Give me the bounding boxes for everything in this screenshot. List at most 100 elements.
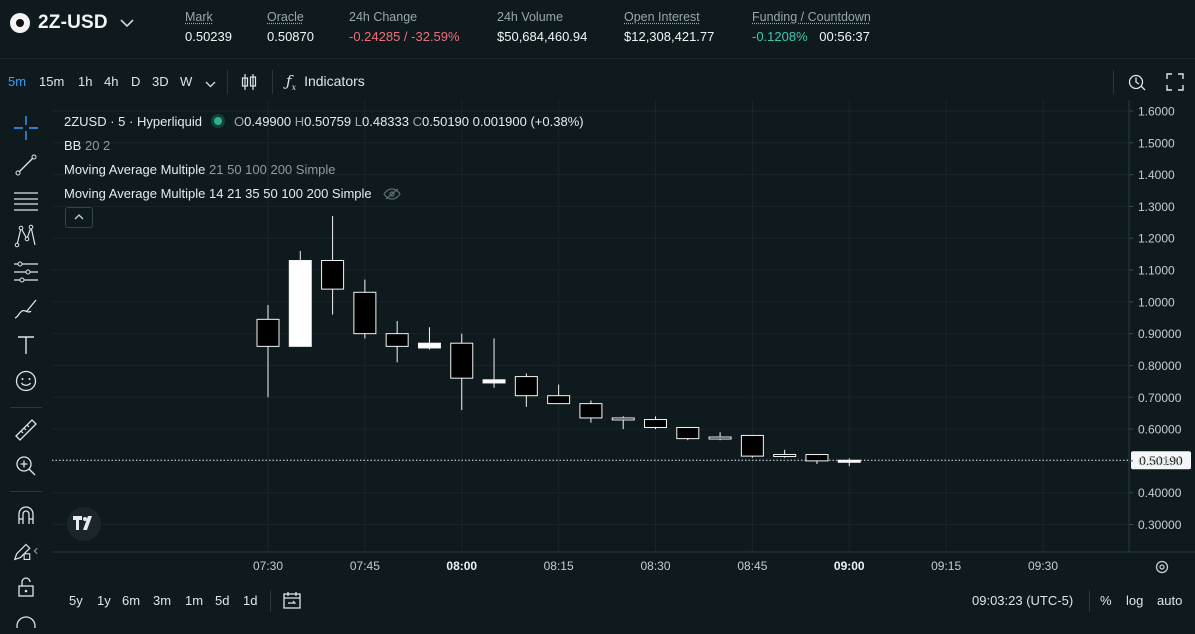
text-tool-icon[interactable] [12,332,40,358]
lock-icon[interactable] [12,574,40,600]
collapse-legend-button[interactable] [65,207,93,228]
last-price-line: 0.50190 [52,451,1191,470]
time-tick-label: 09:30 [1028,559,1058,573]
indicators-label: Indicators [304,73,365,89]
last-price-badge [1131,451,1191,470]
lock-drawings-edit-icon[interactable] [12,538,40,564]
range-6m[interactable]: 6m [122,593,141,608]
date-range-calendar-icon[interactable] [282,590,302,613]
stat-label[interactable]: Funding / Countdown [752,10,871,24]
stat-24h-volume: 24h Volume $50,684,460.94 [497,9,587,44]
timeframe-4h[interactable]: 4h [104,74,119,89]
tools-divider [10,407,42,408]
price-tick-label: 0.60000 [1138,423,1182,437]
indicator-name: Moving Average Multiple [64,162,206,177]
chevron-up-icon [74,214,84,220]
legend-symbol[interactable]: 2ZUSD · 5 · Hyperliquid [64,114,202,129]
range-5y[interactable]: 5y [69,593,83,608]
trend-line-icon[interactable] [12,152,40,178]
range-1d[interactable]: 1d [243,593,258,608]
candle-body [514,376,538,397]
timeframe-5m[interactable]: 5m [8,74,27,89]
candlestick-type-icon[interactable] [240,73,258,94]
candle [547,384,571,405]
axis-settings-gear-icon[interactable] [1155,560,1169,574]
time-tick-label: 07:30 [253,559,283,573]
candle-body [482,379,506,384]
market-name: 2Z-USD [38,12,108,33]
tradingview-logo[interactable] [67,507,101,541]
legend-bb[interactable]: BB 20 2 [64,138,110,153]
market-selector[interactable]: 2Z-USD [10,12,134,34]
tools-divider [10,491,42,492]
price-axis: 1.6000 1.5000 1.4000 1.3000 1.2000 1.1000 1.00… [1128,100,1182,552]
range-1m[interactable]: 1m [185,593,204,608]
candle [450,333,474,410]
chart-clock[interactable]: 09:03:23 (UTC-5) [972,593,1074,608]
eye-hidden-icon[interactable] [383,188,401,203]
stat-label[interactable]: Mark [185,10,213,24]
magnet-icon[interactable] [12,502,40,528]
stat-funding-countdown: Funding / Countdown -0.1208% 00:56:37 [752,9,871,44]
drawing-tools-sidebar [0,103,52,628]
timeframe-dropdown-chevron-icon[interactable] [205,75,216,91]
timeframe-w[interactable]: W [180,74,193,89]
timeframe-3d[interactable]: 3D [152,74,169,89]
toolbar-divider [272,70,273,94]
candle [805,454,829,465]
stat-value: 0.50870 [267,29,314,44]
candle [482,338,506,388]
indicators-button[interactable]: ƒx Indicators [286,72,365,92]
time-tick-label: 07:45 [350,559,380,573]
fibonacci-tool-icon[interactable] [12,259,40,285]
legend-ma-1[interactable]: Moving Average Multiple 21 50 100 200 Si… [64,162,336,177]
emoji-tool-icon[interactable] [12,368,40,394]
gear-hub [1159,564,1165,570]
price-tick-label: 1.2000 [1138,232,1175,246]
price-chart[interactable]: 0.50190 1.60001.50001.40001.30001.20001.… [52,100,1195,584]
price-tick-label: 0.90000 [1138,327,1182,341]
candle [676,426,700,441]
legend-ma-2[interactable]: Moving Average Multiple 14 21 35 50 100 … [64,186,401,203]
price-tick-label: 1.1000 [1138,264,1175,278]
horizontal-lines-icon[interactable] [12,188,40,214]
price-tick-label: 1.6000 [1138,105,1175,119]
timeframe-1h[interactable]: 1h [78,74,93,89]
time-tick-label: 08:15 [544,559,574,573]
visibility-icon[interactable] [12,608,40,634]
crosshair-icon[interactable] [12,115,40,141]
candle-body [417,342,441,349]
stat-label[interactable]: Open Interest [624,10,700,24]
stat-label: 24h Volume [497,10,564,24]
market-header: 2Z-USD Mark 0.50239 Oracle 0.50870 24h C… [0,0,1195,59]
auto-scale-toggle[interactable]: auto [1157,593,1183,608]
zoom-in-icon[interactable] [12,453,40,479]
chart-grid [52,100,1129,552]
funding-rate: -0.1208% [752,29,808,44]
range-3m[interactable]: 3m [153,593,172,608]
range-1y[interactable]: 1y [97,593,111,608]
toolbar-divider [227,70,228,94]
pattern-tool-icon[interactable] [12,223,40,249]
candle [708,432,732,441]
chart-settings-icon[interactable] [1127,72,1147,95]
brush-tool-icon[interactable] [12,296,40,322]
chevron-down-icon [120,15,134,31]
log-scale-toggle[interactable]: log [1126,593,1144,608]
ruler-tool-icon[interactable] [12,417,40,443]
range-5d[interactable]: 5d [215,593,230,608]
stat-24h-change: 24h Change -0.24285 / -32.59% [349,9,460,44]
fullscreen-icon[interactable] [1166,73,1184,94]
timeframe-d[interactable]: D [131,74,141,89]
legend-change: 0.001900 (+0.38%) [472,114,584,129]
candle [740,434,764,458]
gear-ring [1155,560,1169,574]
candle-body [805,454,829,462]
price-tick-label: 0.30000 [1138,518,1182,532]
candle [611,416,635,430]
percent-scale-toggle[interactable]: % [1100,593,1112,608]
stat-label[interactable]: Oracle [267,10,304,24]
timeframe-15m[interactable]: 15m [39,74,65,89]
price-tick-label: 1.0000 [1138,295,1175,309]
bottom-divider [1089,590,1090,612]
